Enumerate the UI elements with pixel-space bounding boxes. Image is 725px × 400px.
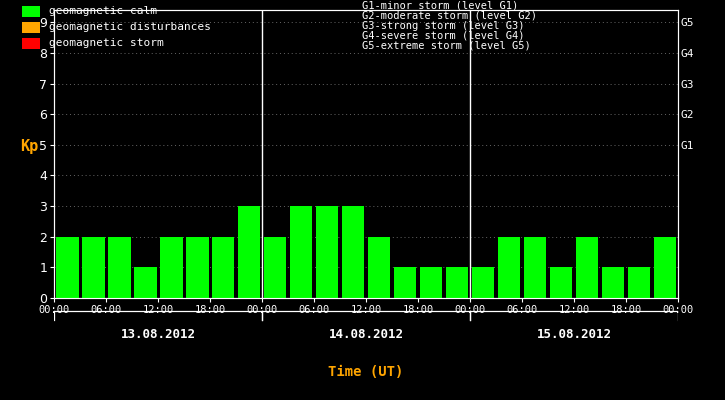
Text: geomagnetic disturbances: geomagnetic disturbances	[49, 22, 210, 32]
Bar	[22, 6, 40, 16]
Bar	[212, 237, 234, 298]
Bar	[22, 38, 40, 48]
Text: Time (UT): Time (UT)	[328, 365, 404, 379]
Text: 14.08.2012: 14.08.2012	[328, 328, 404, 340]
Bar	[368, 237, 390, 298]
Bar	[316, 206, 339, 298]
Bar	[108, 237, 130, 298]
Text: 13.08.2012: 13.08.2012	[121, 328, 196, 340]
Text: G4-severe storm (level G4): G4-severe storm (level G4)	[362, 31, 525, 41]
Text: geomagnetic calm: geomagnetic calm	[49, 6, 157, 16]
Bar	[523, 237, 546, 298]
Bar	[602, 267, 624, 298]
Text: geomagnetic storm: geomagnetic storm	[49, 38, 163, 48]
Bar	[264, 237, 286, 298]
Bar	[472, 267, 494, 298]
Bar	[56, 237, 78, 298]
Bar	[498, 237, 521, 298]
Bar	[628, 267, 650, 298]
Text: G1-minor storm (level G1): G1-minor storm (level G1)	[362, 1, 519, 11]
Text: 15.08.2012: 15.08.2012	[536, 328, 611, 340]
Bar	[342, 206, 365, 298]
Bar	[238, 206, 260, 298]
Bar	[420, 267, 442, 298]
Bar	[22, 22, 40, 32]
Y-axis label: Kp: Kp	[20, 139, 38, 154]
Bar	[160, 237, 183, 298]
Text: G2-moderate storm (level G2): G2-moderate storm (level G2)	[362, 11, 537, 21]
Bar	[446, 267, 468, 298]
Bar	[394, 267, 416, 298]
Bar	[576, 237, 598, 298]
Bar	[290, 206, 312, 298]
Bar	[134, 267, 157, 298]
Text: G5-extreme storm (level G5): G5-extreme storm (level G5)	[362, 41, 531, 51]
Bar	[82, 237, 104, 298]
Bar	[186, 237, 209, 298]
Bar	[654, 237, 676, 298]
Bar	[550, 267, 572, 298]
Text: G3-strong storm (level G3): G3-strong storm (level G3)	[362, 21, 525, 31]
